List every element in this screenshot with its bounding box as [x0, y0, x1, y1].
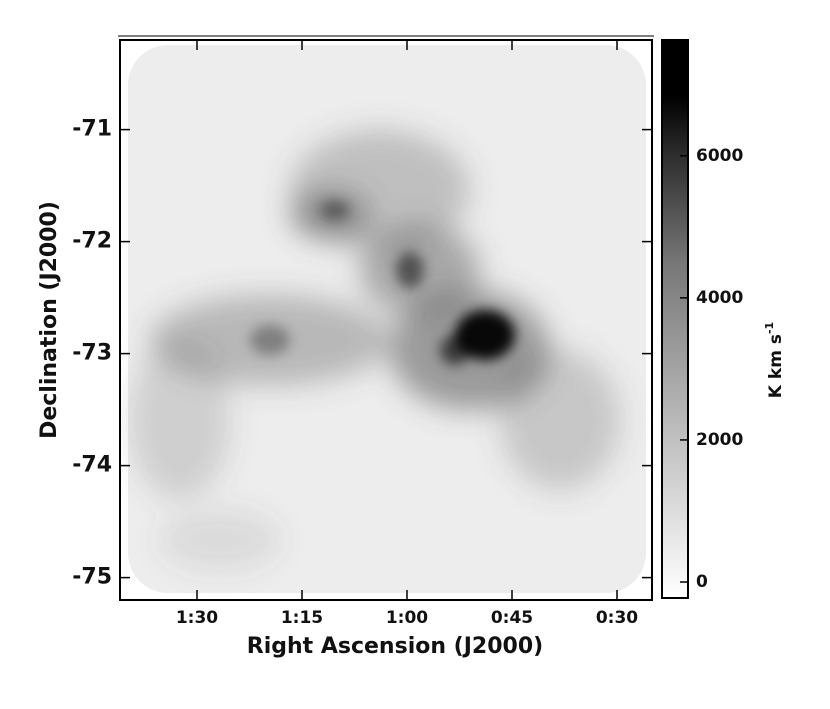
map-image: [120, 40, 652, 600]
x-axis-label: Right Ascension (J2000): [247, 634, 543, 659]
plot-frame: [119, 39, 653, 601]
x-tick-label: 0:45: [491, 608, 533, 628]
y-tick-label: -73: [72, 341, 112, 366]
x-tick-label: 1:30: [176, 608, 218, 628]
x-tick-label: 1:00: [386, 608, 428, 628]
colorbar-tick-label: 6000: [696, 146, 743, 166]
y-tick-label: -72: [72, 229, 112, 254]
colorbar-tick-label: 2000: [696, 430, 743, 450]
colorbar-label: K km s-1: [763, 322, 786, 398]
colorbar-tick-label: 4000: [696, 288, 743, 308]
x-tick-label: 0:30: [596, 608, 638, 628]
y-tick-label: -75: [72, 565, 112, 590]
colorbar-label-text: K km s: [766, 334, 786, 398]
y-tick-label: -71: [72, 117, 112, 142]
colorbar-label-exponent: -1: [763, 322, 776, 334]
y-axis-label: Declination (J2000): [37, 201, 62, 439]
y-tick-label: -74: [72, 453, 112, 478]
colorbar: [661, 39, 689, 599]
x-tick-label: 1:15: [281, 608, 323, 628]
colorbar-tick-label: 0: [696, 572, 708, 592]
